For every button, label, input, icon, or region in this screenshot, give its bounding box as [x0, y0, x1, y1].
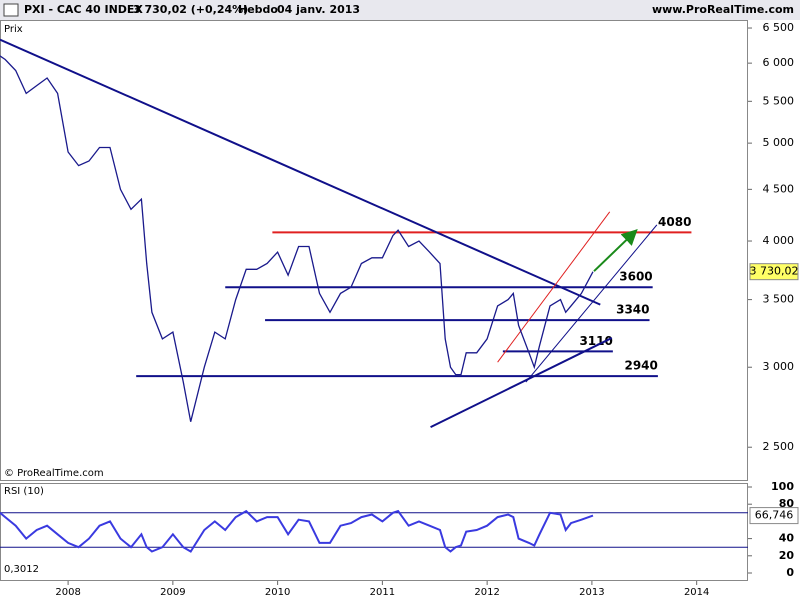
x-tick-label: 2013 [579, 587, 604, 598]
x-tick-label: 2012 [474, 587, 499, 598]
y-tick-label: 0 [786, 566, 794, 579]
x-tick-label: 2014 [684, 587, 709, 598]
note: 0,3012 [4, 564, 39, 575]
quote: 3 730,02 (+0,24%) [133, 3, 248, 16]
trend-line [525, 224, 658, 383]
header-icon [3, 3, 19, 17]
y-tick-label: 6 500 [763, 21, 795, 34]
y-tick-label: 4 500 [763, 182, 795, 195]
level-label: 3110 [579, 334, 612, 348]
level-label: 2940 [624, 359, 657, 373]
x-tick-label: 2009 [160, 587, 185, 598]
y-tick-label: 6 000 [763, 56, 795, 69]
last-value-box [749, 263, 799, 281]
rsi-panel [0, 483, 748, 581]
date: 04 janv. 2013 [277, 3, 360, 16]
last-value-box [749, 507, 799, 525]
level-label: 3600 [619, 270, 652, 284]
price-line [0, 55, 594, 422]
y-tick-label: 2 500 [763, 440, 795, 453]
level-label: 3340 [616, 303, 649, 317]
panel-title: RSI (10) [4, 486, 44, 497]
y-tick-label: 5 000 [763, 136, 795, 149]
last-value-label: 66,746 [755, 509, 794, 522]
trend-line [497, 211, 611, 363]
last-value-label: 3 730,02 [750, 265, 799, 278]
level-label: 4080 [658, 215, 691, 229]
price-line [0, 509, 594, 553]
trend-line [0, 38, 601, 306]
period: Hebdo [238, 3, 278, 16]
y-tick-label: 5 500 [763, 94, 795, 107]
y-tick-label: 4 000 [763, 234, 795, 247]
x-tick-label: 2010 [265, 587, 290, 598]
price-panel [0, 20, 748, 481]
header-bar [0, 0, 800, 20]
y-tick-label: 3 000 [763, 360, 795, 373]
credit: © ProRealTime.com [4, 468, 104, 479]
trend-line [430, 337, 613, 429]
y-tick-label: 3 500 [763, 293, 795, 306]
arrow [593, 229, 638, 272]
panel-title: Prix [4, 24, 23, 35]
y-tick-label: 20 [779, 549, 795, 562]
symbol: PXI - CAC 40 INDEX [24, 3, 143, 16]
site: www.ProRealTime.com [652, 3, 794, 16]
y-tick-label: 80 [779, 497, 795, 510]
y-tick-label: 40 [779, 532, 795, 545]
x-tick-label: 2011 [370, 587, 395, 598]
x-tick-label: 2008 [55, 587, 80, 598]
y-tick-label: 100 [771, 480, 794, 493]
